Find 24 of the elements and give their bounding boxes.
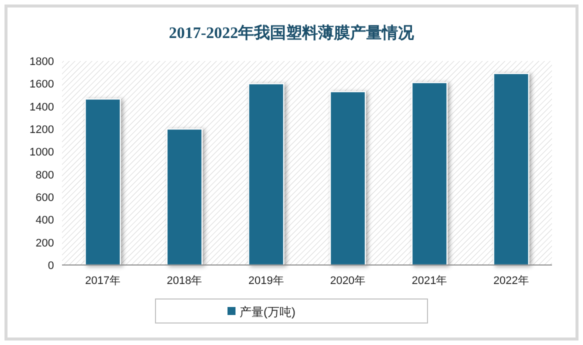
y-tick-label: 600 (36, 192, 54, 204)
y-tick-label: 200 (36, 237, 54, 250)
x-tick-label: 2017年 (85, 275, 121, 287)
y-tick-label: 1800 (30, 56, 54, 68)
y-tick-label: 1000 (30, 146, 54, 159)
legend-label: 产量(万吨) (240, 305, 296, 319)
bar (330, 91, 366, 266)
bar (84, 98, 121, 266)
bar (411, 82, 448, 266)
bar (248, 83, 284, 266)
y-tick-label: 0 (48, 260, 54, 272)
x-tick-label: 2022年 (493, 275, 529, 287)
x-tick-label: 2019年 (248, 275, 284, 287)
y-tick-label: 1200 (30, 124, 54, 136)
y-tick-label: 800 (36, 169, 54, 182)
y-tick-label: 400 (36, 214, 54, 227)
x-tick-label: 2018年 (166, 275, 202, 287)
y-tick-label: 1600 (30, 78, 54, 91)
bar (166, 128, 203, 266)
x-tick-label: 2021年 (412, 275, 448, 287)
bar (493, 72, 530, 266)
x-tick-label: 2020年 (330, 275, 366, 287)
y-tick-label: 1400 (30, 101, 54, 114)
chart-title: 2017-2022年我国塑料薄膜产量情况 (168, 23, 416, 42)
